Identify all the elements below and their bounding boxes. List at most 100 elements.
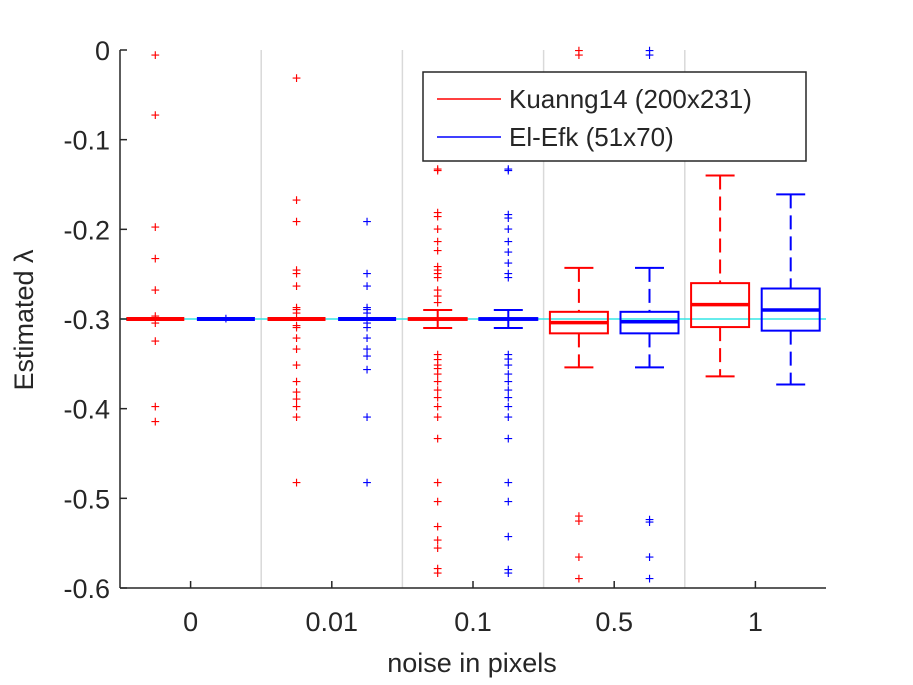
outlier-marker: + xyxy=(433,205,442,222)
outlier-marker: + xyxy=(504,431,513,448)
outlier-marker: + xyxy=(292,320,301,337)
outlier-marker: + xyxy=(151,282,160,299)
x-tick-label: 1 xyxy=(748,607,763,637)
outlier-marker: + xyxy=(151,315,160,332)
outlier-marker: + xyxy=(574,47,583,64)
outlier-marker: + xyxy=(362,279,371,296)
y-tick-label: -0.4 xyxy=(63,395,110,425)
outlier-marker: + xyxy=(362,300,371,317)
outlier-marker: + xyxy=(574,508,583,525)
y-tick-label: -0.2 xyxy=(63,215,110,245)
outlier-marker: + xyxy=(504,207,513,224)
outlier-marker: + xyxy=(433,282,442,299)
outlier-marker: + xyxy=(433,221,442,238)
outlier-marker: + xyxy=(645,43,654,60)
outlier-marker: + xyxy=(433,289,442,306)
outlier-marker: + xyxy=(362,306,371,323)
outlier-marker: + xyxy=(504,390,513,407)
outlier-marker: + xyxy=(292,318,301,335)
outlier-marker: + xyxy=(504,211,513,228)
box-kuanng14-0.1: ++++++++++++++++++++++++++++++++ xyxy=(407,161,468,583)
outlier-marker: + xyxy=(645,571,654,588)
outlier-marker: + xyxy=(433,352,442,369)
outlier-marker: + xyxy=(433,367,442,384)
outlier-marker: + xyxy=(433,519,442,536)
outlier-marker: + xyxy=(645,550,654,567)
outlier-marker: + xyxy=(433,347,442,364)
legend-label: El-Efk (51x70) xyxy=(509,122,674,152)
x-tick-label: 0.01 xyxy=(306,607,359,637)
y-axis-label: Estimated λ xyxy=(9,249,39,391)
outlier-marker: + xyxy=(645,515,654,532)
outlier-marker: + xyxy=(433,270,442,287)
outlier-marker: + xyxy=(504,161,513,178)
outlier-marker: + xyxy=(221,311,230,328)
outlier-marker: + xyxy=(292,475,301,492)
outlier-marker: + xyxy=(504,494,513,511)
outlier-marker: + xyxy=(292,300,301,317)
outlier-marker: + xyxy=(645,47,654,64)
outlier-marker: + xyxy=(433,234,442,251)
outlier-marker: + xyxy=(574,43,583,60)
outlier-marker: + xyxy=(504,245,513,262)
x-tick-label: 0 xyxy=(183,607,198,637)
outlier-marker: + xyxy=(362,266,371,283)
outlier-marker: + xyxy=(504,234,513,251)
outlier-marker: + xyxy=(362,331,371,348)
outlier-marker: + xyxy=(433,163,442,180)
outlier-marker: + xyxy=(362,302,371,319)
outlier-marker: + xyxy=(504,374,513,391)
outlier-marker: + xyxy=(433,399,442,416)
outlier-marker: + xyxy=(433,358,442,375)
outlier-marker: + xyxy=(292,302,301,319)
outlier-marker: + xyxy=(504,399,513,416)
outlier-marker: + xyxy=(433,383,442,400)
outlier-marker: + xyxy=(362,341,371,358)
box-el-efk-0: + xyxy=(196,311,255,328)
outlier-marker: + xyxy=(292,266,301,283)
outlier-marker: + xyxy=(362,320,371,337)
outlier-marker: + xyxy=(362,362,371,379)
outlier-marker: + xyxy=(362,475,371,492)
outlier-marker: + xyxy=(504,347,513,364)
outlier-marker: + xyxy=(504,351,513,368)
outlier-marker: + xyxy=(504,163,513,180)
outlier-marker: + xyxy=(433,410,442,427)
outlier-marker: + xyxy=(292,214,301,231)
outlier-marker: + xyxy=(433,209,442,226)
outlier-marker: + xyxy=(504,270,513,287)
outlier-marker: + xyxy=(645,512,654,529)
outlier-marker: + xyxy=(504,529,513,546)
outlier-marker: + xyxy=(433,566,442,583)
outlier-marker: + xyxy=(504,255,513,272)
outlier-marker: + xyxy=(292,306,301,323)
box-kuanng14-0: ++++++++++ xyxy=(126,47,185,431)
outlier-marker: + xyxy=(151,333,160,350)
outlier-marker: + xyxy=(292,341,301,358)
outlier-marker: + xyxy=(292,331,301,348)
y-tick-label: -0.5 xyxy=(63,484,110,514)
outlier-marker: + xyxy=(433,266,442,283)
outlier-marker: + xyxy=(433,390,442,407)
outlier-marker: + xyxy=(433,361,442,378)
outlier-marker: + xyxy=(504,367,513,384)
outlier-marker: + xyxy=(504,566,513,583)
outlier-marker: + xyxy=(504,221,513,238)
outlier-marker: + xyxy=(292,193,301,210)
outlier-marker: + xyxy=(574,550,583,567)
x-axis-label: noise in pixels xyxy=(387,648,557,678)
outlier-marker: + xyxy=(504,410,513,427)
outlier-marker: + xyxy=(433,295,442,312)
outlier-marker: + xyxy=(504,475,513,492)
outlier-marker: + xyxy=(433,541,442,558)
box-kuanng14-0.5: ++++++ xyxy=(548,43,609,588)
outlier-marker: + xyxy=(292,399,301,416)
box-el-efk-1 xyxy=(760,193,821,386)
outlier-marker: + xyxy=(292,385,301,402)
y-tick-label: 0 xyxy=(95,36,110,66)
outlier-marker: + xyxy=(433,374,442,391)
outlier-marker: + xyxy=(433,263,442,280)
y-tick-label: -0.3 xyxy=(63,305,110,335)
outlier-marker: + xyxy=(292,263,301,280)
outlier-marker: + xyxy=(151,414,160,431)
